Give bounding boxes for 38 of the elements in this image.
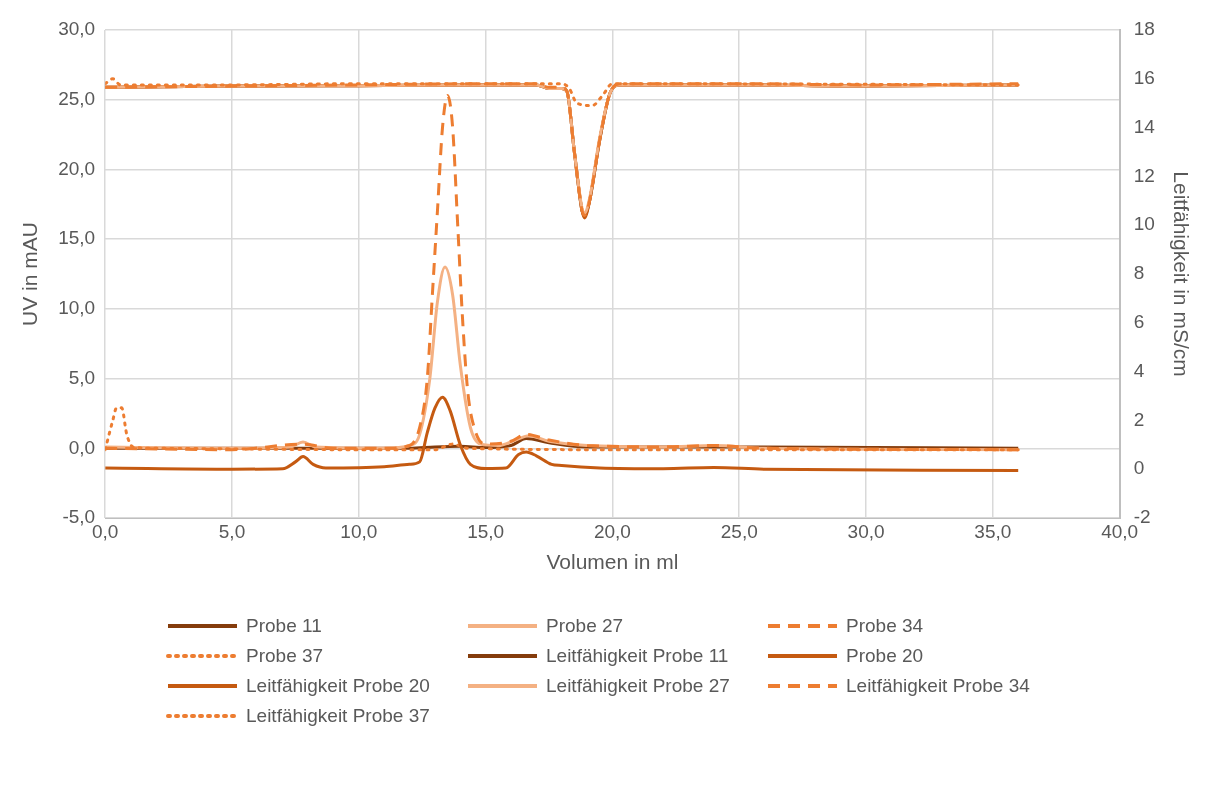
x-tick-label: 10,0 bbox=[340, 520, 378, 542]
legend-label: Probe 20 bbox=[846, 645, 924, 667]
y2-tick-label: 18 bbox=[1133, 18, 1155, 40]
legend-label: Leitfähigkeit Probe 37 bbox=[246, 705, 430, 727]
y2-tick-label: 10 bbox=[1133, 213, 1155, 235]
y2-axis-title: Leitfähigkeit in mS/cm bbox=[1169, 171, 1193, 377]
y2-tick-label: 0 bbox=[1133, 457, 1145, 479]
legend-label: Probe 11 bbox=[246, 615, 322, 637]
x-axis-title: Volumen in ml bbox=[546, 550, 679, 574]
legend-label: Leitfähigkeit Probe 27 bbox=[546, 675, 730, 697]
x-tick-label: 40,0 bbox=[1101, 520, 1139, 542]
x-tick-label: 30,0 bbox=[847, 520, 885, 542]
legend-label: Leitfähigkeit Probe 20 bbox=[246, 675, 430, 697]
y-tick-label: 30,0 bbox=[58, 18, 96, 40]
legend-label: Probe 34 bbox=[846, 615, 924, 637]
x-tick-label: 25,0 bbox=[720, 520, 758, 542]
y-tick-label: 0,0 bbox=[68, 436, 96, 458]
y-axis-title: UV in mAU bbox=[18, 222, 42, 326]
x-tick-label: 5,0 bbox=[218, 520, 246, 542]
y-tick-label: 5,0 bbox=[68, 366, 96, 388]
y-tick-label: 10,0 bbox=[58, 297, 96, 319]
y-tick-label: 25,0 bbox=[58, 87, 96, 109]
y2-tick-label: 2 bbox=[1133, 408, 1145, 430]
y2-tick-label: 8 bbox=[1133, 262, 1145, 284]
y2-tick-label: 12 bbox=[1133, 164, 1155, 186]
y2-tick-label: 4 bbox=[1133, 359, 1145, 381]
x-tick-label: 15,0 bbox=[467, 520, 505, 542]
legend-label: Probe 37 bbox=[246, 645, 324, 667]
x-tick-label: 35,0 bbox=[974, 520, 1012, 542]
x-tick-label: 20,0 bbox=[593, 520, 631, 542]
y2-tick-label: 6 bbox=[1133, 311, 1145, 333]
y-tick-label: 20,0 bbox=[58, 157, 96, 179]
legend-label: Leitfähigkeit Probe 34 bbox=[846, 675, 1030, 697]
y2-tick-label: 14 bbox=[1133, 115, 1156, 137]
legend-label: Leitfähigkeit Probe 11 bbox=[546, 645, 729, 667]
y-tick-label: 15,0 bbox=[58, 227, 96, 249]
legend-label: Probe 27 bbox=[546, 615, 624, 637]
y2-tick-label: 16 bbox=[1133, 67, 1155, 89]
